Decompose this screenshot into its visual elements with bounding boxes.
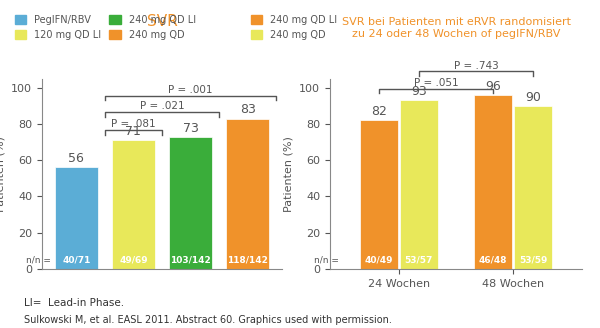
Bar	[359, 120, 398, 269]
Bar	[226, 119, 269, 269]
Text: 49/69: 49/69	[119, 256, 148, 264]
Legend: PegIFN/RBV, 120 mg QD LI, 240 mg QD LI, 240 mg QD: PegIFN/RBV, 120 mg QD LI, 240 mg QD LI, …	[11, 11, 200, 44]
Text: 53/57: 53/57	[404, 256, 433, 264]
Y-axis label: Patienten (%): Patienten (%)	[0, 136, 6, 212]
Text: 73: 73	[182, 121, 199, 134]
Text: Sulkowski M, et al. EASL 2011. Abstract 60. Graphics used with permission.: Sulkowski M, et al. EASL 2011. Abstract …	[24, 315, 392, 325]
Text: n/n =: n/n =	[314, 256, 339, 264]
Text: P = .743: P = .743	[454, 61, 499, 71]
Text: 56: 56	[68, 152, 84, 165]
Text: 71: 71	[125, 125, 142, 138]
Text: 93: 93	[411, 85, 427, 98]
Text: 90: 90	[526, 91, 541, 104]
Text: P = .081: P = .081	[111, 119, 156, 130]
Text: 83: 83	[240, 103, 256, 116]
Text: P = .021: P = .021	[140, 101, 184, 111]
Text: LI=  Lead-in Phase.: LI= Lead-in Phase.	[24, 298, 124, 308]
Text: 46/48: 46/48	[479, 256, 508, 264]
Text: 96: 96	[485, 80, 501, 93]
Bar	[55, 168, 98, 269]
Text: 103/142: 103/142	[170, 256, 211, 264]
Bar	[169, 137, 212, 269]
Text: n/n =: n/n =	[26, 256, 50, 264]
Text: P = .001: P = .001	[169, 85, 213, 95]
Y-axis label: Patienten (%): Patienten (%)	[284, 136, 294, 212]
Text: 82: 82	[371, 105, 386, 118]
Bar	[400, 100, 438, 269]
Title: SVR bei Patienten mit eRVR randomisiert
zu 24 oder 48 Wochen of pegIFN/RBV: SVR bei Patienten mit eRVR randomisiert …	[341, 17, 571, 39]
Text: 40/71: 40/71	[62, 256, 91, 264]
Text: 53/59: 53/59	[519, 256, 548, 264]
Text: 118/142: 118/142	[227, 256, 268, 264]
Text: P = .051: P = .051	[413, 78, 458, 88]
Bar	[514, 106, 553, 269]
Text: 40/49: 40/49	[364, 256, 393, 264]
Bar	[474, 95, 512, 269]
Legend: 240 mg QD LI, 240 mg QD: 240 mg QD LI, 240 mg QD	[247, 11, 341, 44]
Title: SVR: SVR	[146, 14, 178, 29]
Bar	[112, 140, 155, 269]
